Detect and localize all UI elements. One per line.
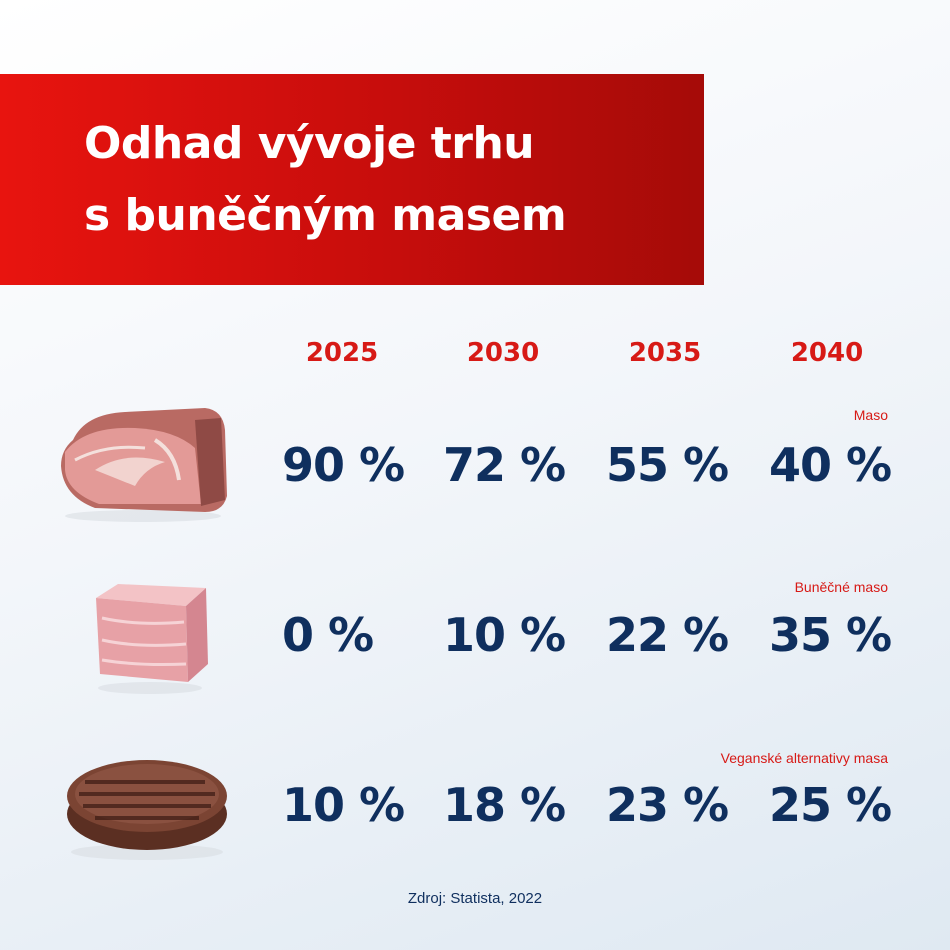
value-maso-2040: 40 % (769, 438, 892, 492)
burger-patty-icon (67, 760, 227, 860)
value-maso-2025: 90 % (282, 438, 405, 492)
title-banner: Odhad vývoje trhu s buněčným masem (0, 74, 704, 285)
year-header-2025: 2025 (305, 338, 379, 368)
title-line-2: s buněčným masem (84, 190, 567, 241)
year-header-2030: 2030 (466, 338, 540, 368)
ham-icon (61, 408, 227, 522)
value-maso-2035: 55 % (606, 438, 729, 492)
value-veganske-2025: 10 % (282, 778, 405, 832)
row-label-veganske: Veganské alternativy masa (720, 750, 888, 766)
year-header-2035: 2035 (628, 338, 702, 368)
row-label-maso: Maso (853, 407, 888, 423)
cultured-meat-cube-icon (96, 584, 208, 694)
value-bunecne-2035: 22 % (606, 608, 729, 662)
value-bunecne-2040: 35 % (769, 608, 892, 662)
value-bunecne-2025: 0 % (282, 608, 374, 662)
row-label-bunecne-maso: Buněčné maso (794, 579, 888, 595)
year-header-2040: 2040 (790, 338, 864, 368)
value-veganske-2035: 23 % (606, 778, 729, 832)
value-veganske-2030: 18 % (443, 778, 566, 832)
source-note: Zdroj: Statista, 2022 (407, 890, 543, 907)
value-maso-2030: 72 % (443, 438, 566, 492)
title-line-1: Odhad vývoje trhu (84, 118, 535, 169)
value-bunecne-2030: 10 % (443, 608, 566, 662)
value-veganske-2040: 25 % (769, 778, 892, 832)
